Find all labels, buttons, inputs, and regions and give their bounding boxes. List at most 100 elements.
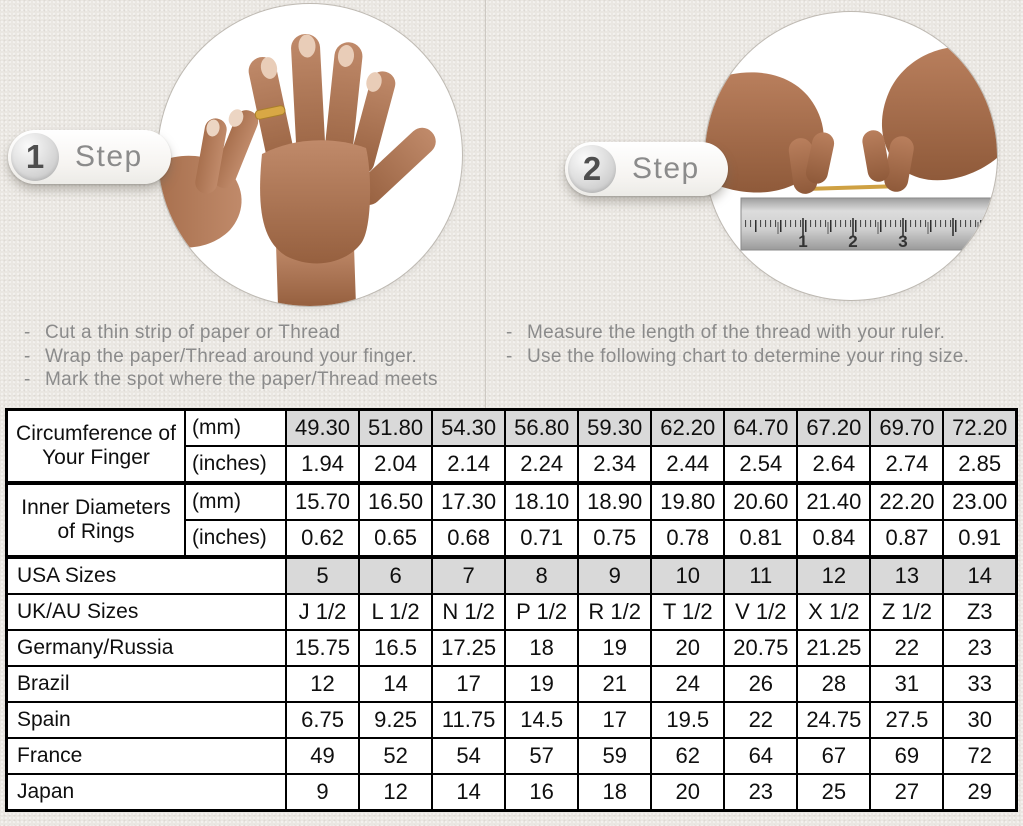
size-value-cell: 15.70: [284, 481, 361, 521]
step1-number-badge: 1: [11, 133, 59, 181]
size-value-cell: 11: [723, 555, 799, 595]
instruction-item: - Use the following chart to determine yo…: [506, 345, 969, 369]
step1-photo: [158, 4, 462, 306]
row-group-label: Inner Diameters of Rings: [5, 481, 186, 558]
size-value-cell: 6: [358, 555, 434, 595]
row-label: Germany/Russia: [5, 629, 287, 667]
size-value-cell: 59: [577, 737, 653, 775]
size-value-cell: Z3: [942, 593, 1018, 631]
hand-with-ring-icon: [158, 34, 436, 306]
size-value-cell: 22: [869, 629, 945, 667]
size-value-cell: 2.64: [796, 445, 872, 484]
size-value-cell: 21.25: [796, 629, 872, 667]
size-value-cell: 9: [577, 555, 653, 595]
size-value-cell: 67.20: [796, 408, 872, 447]
bullet-dash: -: [24, 369, 31, 390]
table-row: Circumference of Your Finger (mm) 49.30 51.…: [5, 408, 1018, 484]
size-value-cell: 8: [504, 555, 580, 595]
size-value-cell: J 1/2: [284, 593, 361, 631]
bullet-dash: -: [24, 322, 31, 343]
instruction-text: Wrap the paper/Thread around your finger…: [45, 345, 418, 367]
unit-label: (mm): [184, 481, 287, 521]
size-value-cell: 19.80: [650, 481, 726, 521]
step1-panel: 1 Step - Cut a thin strip of paper or Thr…: [0, 0, 485, 408]
row-label: USA Sizes: [5, 555, 287, 595]
size-value-cell: 16: [504, 773, 580, 812]
size-value-cell: 20.60: [723, 481, 799, 521]
instruction-item: - Cut a thin strip of paper or Thread: [24, 321, 438, 345]
size-value-cell: N 1/2: [431, 593, 507, 631]
size-value-cell: 16.5: [358, 629, 434, 667]
row-label: Japan: [5, 773, 287, 812]
size-value-cell: V 1/2: [723, 593, 799, 631]
size-value-cell: 51.80: [358, 408, 434, 447]
size-value-cell: 23.00: [942, 481, 1018, 521]
size-value-cell: 18: [504, 629, 580, 667]
ruler-number: 3: [898, 232, 907, 251]
size-value-cell: 57: [504, 737, 580, 775]
size-value-cell: 31: [869, 665, 945, 703]
step-number: 2: [582, 150, 602, 187]
step2-panel: 1 2 3: [485, 0, 1023, 408]
table-row: France 49 52 54 57 59 62 64 67 69 72: [5, 737, 1018, 775]
unit-label: (inches): [184, 445, 287, 484]
size-value-cell: 18: [577, 773, 653, 812]
size-value-cell: 64: [723, 737, 799, 775]
size-value-cell: 0.84: [796, 519, 872, 558]
size-value-cell: 22: [723, 701, 799, 739]
size-value-cell: 14: [942, 555, 1018, 595]
size-value-cell: R 1/2: [577, 593, 653, 631]
size-value-cell: 52: [358, 737, 434, 775]
size-value-cell: 72: [942, 737, 1018, 775]
table-row: UK/AU Sizes J 1/2 L 1/2 N 1/2 P 1/2 R 1/2 T 1/…: [5, 593, 1018, 631]
size-value-cell: P 1/2: [504, 593, 580, 631]
size-value-cell: 2.04: [358, 445, 434, 484]
table-row: Japan 9 12 14 16 18 20 23 25 27 29: [5, 773, 1018, 812]
size-value-cell: 49: [284, 737, 361, 775]
step-label: Step: [632, 152, 700, 185]
size-value-cell: 0.91: [942, 519, 1018, 558]
size-value-cell: T 1/2: [650, 593, 726, 631]
size-value-cell: X 1/2: [796, 593, 872, 631]
size-value-cell: 23: [942, 629, 1018, 667]
size-value-cell: 2.24: [504, 445, 580, 484]
size-value-cell: 11.75: [431, 701, 507, 739]
size-value-cell: 9.25: [358, 701, 434, 739]
size-value-cell: 14: [431, 773, 507, 812]
size-value-cell: 29: [942, 773, 1018, 812]
thread-icon: [803, 184, 903, 191]
size-value-cell: 2.14: [431, 445, 507, 484]
size-value-cell: 20: [650, 629, 726, 667]
size-value-cell: 0.68: [431, 519, 507, 558]
size-value-cell: 62: [650, 737, 726, 775]
size-value-cell: 12: [796, 555, 872, 595]
size-value-cell: 62.20: [650, 408, 726, 447]
helper-fingernails-icon: [206, 109, 244, 137]
step1-badge: 1 Step: [8, 130, 171, 184]
step2-instructions: - Measure the length of the thread with y…: [506, 321, 969, 368]
size-value-cell: 17.25: [431, 629, 507, 667]
instruction-text: Cut a thin strip of paper or Thread: [45, 322, 341, 343]
size-value-cell: 0.87: [869, 519, 945, 558]
chart-body: Circumference of Your Finger (mm) 49.30 51.…: [5, 408, 1018, 812]
table-row: (inches) 1.94 2.04 2.14 2.24 2.34 2.44 2.54 2.64…: [7, 445, 1018, 484]
size-value-cell: 15.75: [284, 629, 361, 667]
size-value-cell: 2.85: [942, 445, 1018, 484]
size-value-cell: 25: [796, 773, 872, 812]
table-row: Brazil 12 14 17 19 21 24 26 28 31 33: [5, 665, 1018, 703]
steps-section: 1 Step - Cut a thin strip of paper or Thr…: [0, 0, 1023, 408]
size-value-cell: 30: [942, 701, 1018, 739]
ring-size-chart-table: Circumference of Your Finger (mm) 49.30 51.…: [5, 408, 1018, 812]
size-value-cell: 12: [358, 773, 434, 812]
instruction-item: - Measure the length of the thread with y…: [506, 321, 969, 345]
size-value-cell: 13: [869, 555, 945, 595]
instruction-text: Measure the length of the thread with yo…: [527, 322, 946, 343]
size-value-cell: 33: [942, 665, 1018, 703]
size-value-cell: 23: [723, 773, 799, 812]
size-value-cell: 17: [431, 665, 507, 703]
size-value-cell: 24.75: [796, 701, 872, 739]
left-hand-icon: [705, 72, 835, 194]
size-value-cell: 18.10: [504, 481, 580, 521]
fingernails-icon: [260, 34, 382, 92]
step1-instructions: - Cut a thin strip of paper or Thread - Wr…: [24, 321, 438, 392]
